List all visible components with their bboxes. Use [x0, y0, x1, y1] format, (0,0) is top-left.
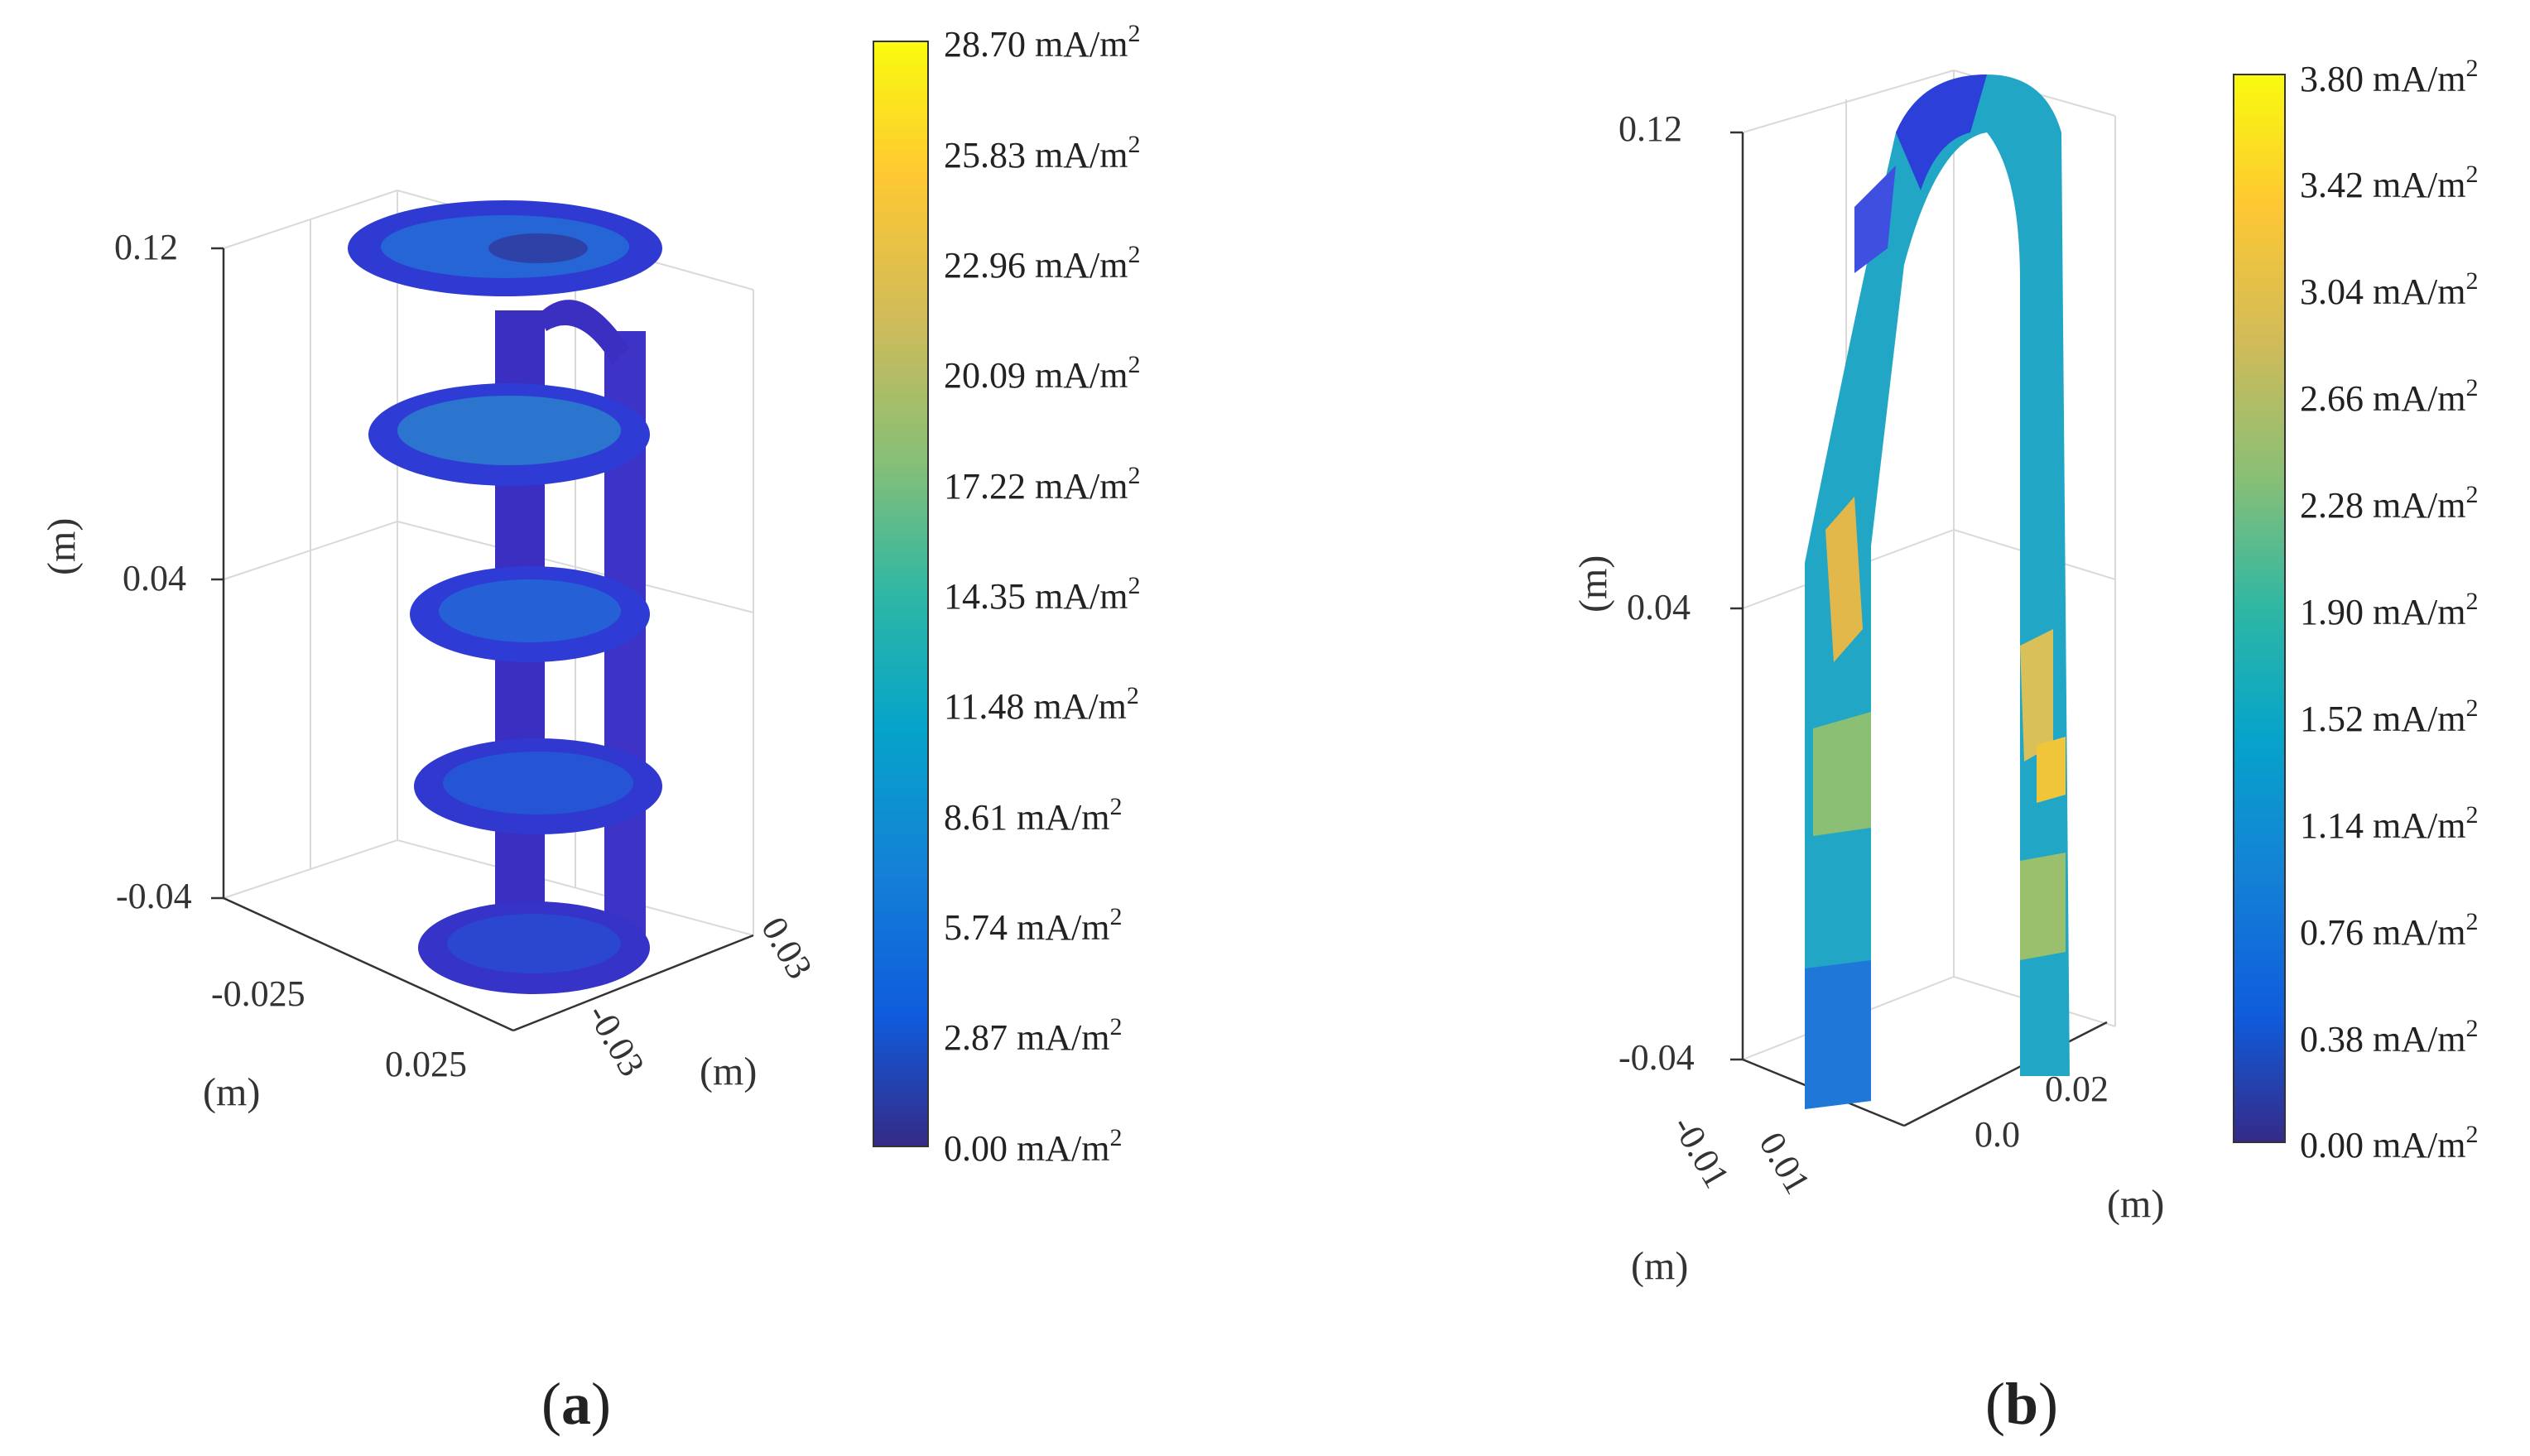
panel-a-z-tick-0: 0.12 — [114, 227, 178, 267]
panel-b-cb-label-10: 0.00 — [2300, 1125, 2364, 1165]
svg-text:11.48 mA/m2: 11.48 mA/m2 — [944, 682, 1139, 727]
panel-a-x-label: (m) — [203, 1070, 260, 1114]
panel-a-y-tick-1: -0.03 — [580, 997, 652, 1084]
panel-b-x-tick-1: 0.01 — [1751, 1126, 1818, 1201]
panel-b-y-label: (m) — [2107, 1182, 2164, 1226]
panel-a-x-tick-0: -0.025 — [211, 973, 305, 1014]
svg-text:1.90 mA/m2: 1.90 mA/m2 — [2300, 588, 2478, 632]
svg-text:5.74 mA/m2: 5.74 mA/m2 — [944, 903, 1122, 948]
panel-b-colorbar-labels: 3.80 mA/m2 3.42 mA/m2 3.04 mA/m2 2.66 mA… — [2300, 55, 2478, 1165]
svg-text:1.52 mA/m2: 1.52 mA/m2 — [2300, 694, 2478, 739]
panel-b-arch — [1805, 74, 2070, 1109]
panel-a-x-tick-1: 0.025 — [385, 1044, 467, 1084]
panel-b-cb-label-8: 0.76 — [2300, 912, 2364, 953]
panel-a-cb-label-2: 22.96 — [944, 245, 1026, 286]
panel-a-label: (a) — [541, 1371, 611, 1437]
svg-text:1.14 mA/m2: 1.14 mA/m2 — [2300, 801, 2478, 846]
panel-a-cb-label-6: 11.48 — [944, 686, 1024, 727]
panel-a-cb-label-0: 28.70 — [944, 24, 1026, 65]
svg-text:22.96 mA/m2: 22.96 mA/m2 — [944, 241, 1140, 286]
panel-a-z-tick-1: 0.04 — [123, 558, 186, 598]
panel-a-cb-label-10: 0.00 — [944, 1128, 1008, 1169]
panel-b-label: (b) — [1985, 1371, 2059, 1437]
panel-a-y-tick-0: 0.03 — [753, 911, 820, 986]
panel-b-cb-label-1: 3.42 — [2300, 165, 2364, 205]
svg-text:0.38 mA/m2: 0.38 mA/m2 — [2300, 1015, 2478, 1060]
panel-b-cb-label-5: 1.90 — [2300, 592, 2364, 632]
panel-b-cb-label-9: 0.38 — [2300, 1019, 2364, 1060]
svg-text:0.76 mA/m2: 0.76 mA/m2 — [2300, 908, 2478, 953]
svg-text:20.09 mA/m2: 20.09 mA/m2 — [944, 351, 1140, 396]
svg-text:2.66 mA/m2: 2.66 mA/m2 — [2300, 374, 2478, 419]
svg-text:3.42 mA/m2: 3.42 mA/m2 — [2300, 161, 2478, 205]
panel-a-z-tick-2: -0.04 — [116, 876, 192, 916]
svg-text:3.04 mA/m2: 3.04 mA/m2 — [2300, 267, 2478, 312]
panel-b-cb-label-7: 1.14 — [2300, 805, 2364, 846]
svg-text:3.80 mA/m2: 3.80 mA/m2 — [2300, 55, 2478, 99]
panel-b-colorbar — [2233, 74, 2286, 1143]
svg-text:8.61 mA/m2: 8.61 mA/m2 — [944, 793, 1122, 838]
panel-a-cb-label-4: 17.22 — [944, 466, 1026, 507]
svg-text:17.22 mA/m2: 17.22 mA/m2 — [944, 462, 1140, 507]
panel-a-cb-label-7: 8.61 — [944, 797, 1008, 838]
panel-b-cb-label-0: 3.80 — [2300, 59, 2364, 99]
svg-text:28.70 mA/m2: 28.70 mA/m2 — [944, 20, 1140, 65]
panel-b-z-label: (m) — [1571, 555, 1615, 613]
panel-a-cb-label-9: 2.87 — [944, 1017, 1008, 1058]
panel-b-cb-label-4: 2.28 — [2300, 485, 2364, 526]
panel-b-z-tick-0: 0.12 — [1619, 108, 1682, 149]
panel-a-cb-label-5: 14.35 — [944, 576, 1026, 617]
panel-b-cb-label-6: 1.52 — [2300, 699, 2364, 739]
panel-a-cb-label-8: 5.74 — [944, 907, 1008, 948]
svg-text:14.35 mA/m2: 14.35 mA/m2 — [944, 572, 1140, 617]
svg-text:2.87 mA/m2: 2.87 mA/m2 — [944, 1013, 1122, 1058]
panel-b: 0.12 0.04 -0.04 -0.01 0.01 0.02 0.0 (m) … — [1571, 55, 2478, 1288]
panel-b-x-label: (m) — [1631, 1244, 1688, 1288]
panel-b-x-tick-0: -0.01 — [1664, 1109, 1737, 1195]
svg-text:2.28 mA/m2: 2.28 mA/m2 — [2300, 481, 2478, 526]
svg-text:25.83 mA/m2: 25.83 mA/m2 — [944, 131, 1140, 175]
panel-a-cb-label-1: 25.83 — [944, 135, 1026, 175]
panel-a-z-label: (m) — [40, 518, 84, 575]
panel-a-colorbar-labels: 28.70 mA/m2 25.83 mA/m2 22.96 mA/m2 20.0… — [944, 20, 1140, 1169]
panel-a: 0.12 0.04 -0.04 -0.025 0.025 0.03 -0.03 … — [40, 20, 1140, 1169]
panel-a-plates — [348, 200, 662, 994]
panel-a-plate-5 — [418, 901, 650, 994]
panel-b-z-tick-1: 0.04 — [1627, 587, 1691, 627]
svg-text:0.00 mA/m2: 0.00 mA/m2 — [2300, 1121, 2478, 1165]
svg-text:0.00 mA/m2: 0.00 mA/m2 — [944, 1124, 1122, 1169]
panel-b-cb-label-3: 2.66 — [2300, 378, 2364, 419]
panel-b-z-tick-2: -0.04 — [1619, 1037, 1695, 1078]
panel-a-y-label: (m) — [700, 1050, 757, 1093]
panel-a-cb-label-3: 20.09 — [944, 355, 1026, 396]
panel-a-colorbar — [873, 41, 929, 1147]
panel-a-axis-lines — [211, 247, 754, 1032]
panel-b-cb-label-2: 3.04 — [2300, 271, 2364, 312]
panel-b-y-tick-1: 0.0 — [1974, 1114, 2020, 1155]
